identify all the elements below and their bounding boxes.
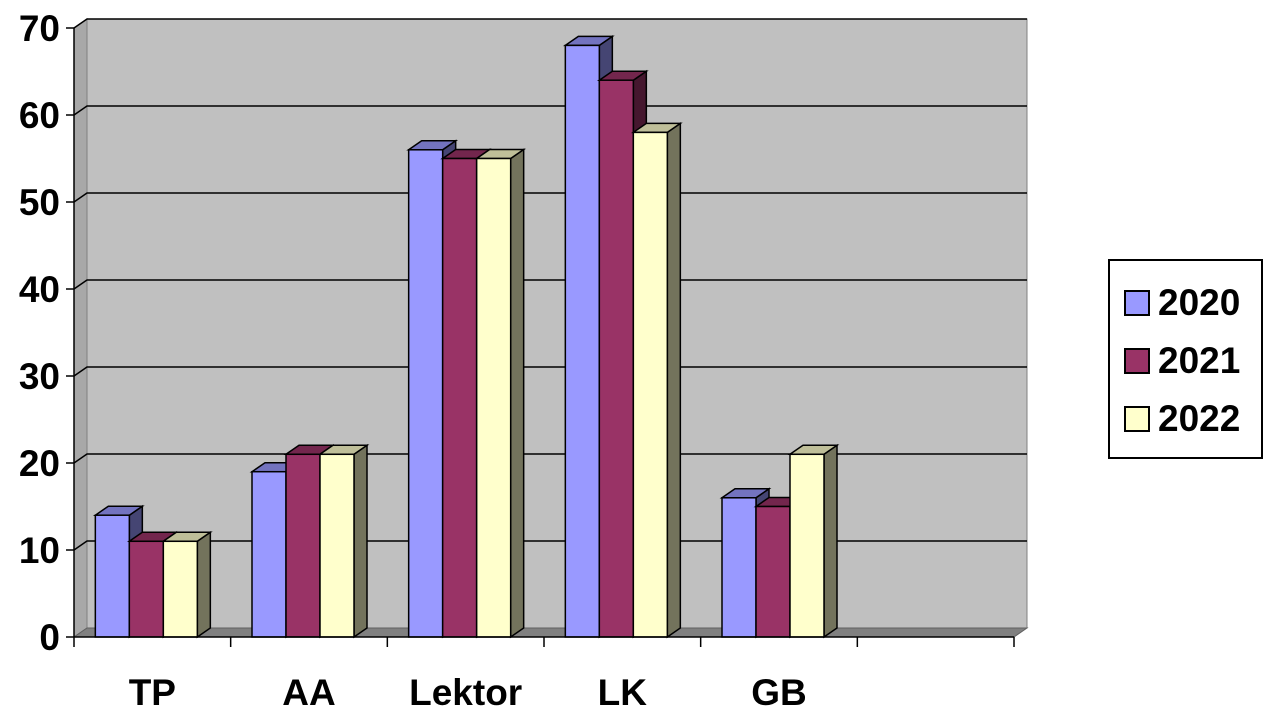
gridline	[73, 366, 1027, 377]
bar-front	[94, 514, 131, 638]
bar-front	[407, 149, 444, 638]
bar-front	[721, 497, 757, 638]
legend-swatch-2020	[1124, 290, 1150, 316]
gridline	[73, 18, 1027, 29]
gridline	[73, 453, 1027, 464]
bar-front	[475, 157, 512, 638]
legend-label-2020: 2020	[1158, 282, 1241, 323]
bar-side	[353, 443, 368, 639]
x-tick-label: LK	[598, 672, 648, 710]
bar-Lektor-2022	[474, 148, 527, 639]
y-tick-label: 20	[19, 443, 60, 484]
bar-front	[441, 157, 478, 638]
bar-front	[755, 505, 791, 638]
legend-label-2021: 2021	[1158, 340, 1241, 381]
gridline	[73, 105, 1027, 116]
axes: 0 10 20 30 40 50 60 70 TP AA Lektor LK GB	[19, 8, 1015, 710]
legend-swatch-2022	[1124, 406, 1150, 432]
x-tick-label: Lektor	[409, 672, 522, 710]
gridlines	[73, 18, 1027, 551]
bar-AA-2022	[317, 443, 370, 639]
gridline	[73, 192, 1027, 203]
y-tick-label: 40	[19, 269, 60, 310]
bar-side	[196, 530, 212, 639]
plot-area	[72, 18, 1029, 638]
bar-front	[632, 131, 669, 638]
y-tick-label: 0	[39, 617, 60, 658]
bar-front	[251, 470, 287, 638]
bars	[92, 34, 840, 639]
legend: 2020 2021 2022	[1108, 259, 1263, 459]
plot-back-wall	[86, 18, 1028, 629]
bar-front	[598, 79, 635, 638]
x-tick-label: GB	[751, 672, 807, 710]
bar-front	[564, 44, 601, 638]
legend-item-2021: 2021	[1124, 340, 1241, 381]
gridline	[73, 279, 1027, 290]
bar-front	[789, 453, 825, 638]
y-tick-label: 10	[19, 530, 60, 571]
bar-TP-2022	[160, 530, 213, 639]
y-tick-label: 50	[19, 182, 60, 223]
x-tick-label: AA	[282, 672, 335, 710]
bar-side	[509, 148, 525, 639]
legend-swatch-2021	[1124, 348, 1150, 374]
y-tick-label: 30	[19, 356, 60, 397]
y-tick-label: 60	[19, 95, 60, 136]
bar-side	[823, 443, 838, 639]
bar-side	[666, 121, 682, 639]
bar-front	[162, 540, 199, 638]
gridline	[73, 540, 1027, 551]
plot-floor	[72, 627, 1029, 638]
bar-GB-2022	[787, 443, 840, 639]
bar-front	[319, 453, 355, 638]
bar-front	[285, 453, 321, 638]
x-tick-label: TP	[129, 672, 176, 710]
plot-side-wall	[73, 18, 88, 638]
legend-label-2022: 2022	[1158, 398, 1241, 439]
bar-front	[128, 540, 165, 638]
legend-item-2020: 2020	[1124, 282, 1241, 323]
y-tick-label: 70	[19, 8, 60, 49]
bar-LK-2022	[630, 121, 683, 639]
legend-item-2022: 2022	[1124, 398, 1241, 439]
